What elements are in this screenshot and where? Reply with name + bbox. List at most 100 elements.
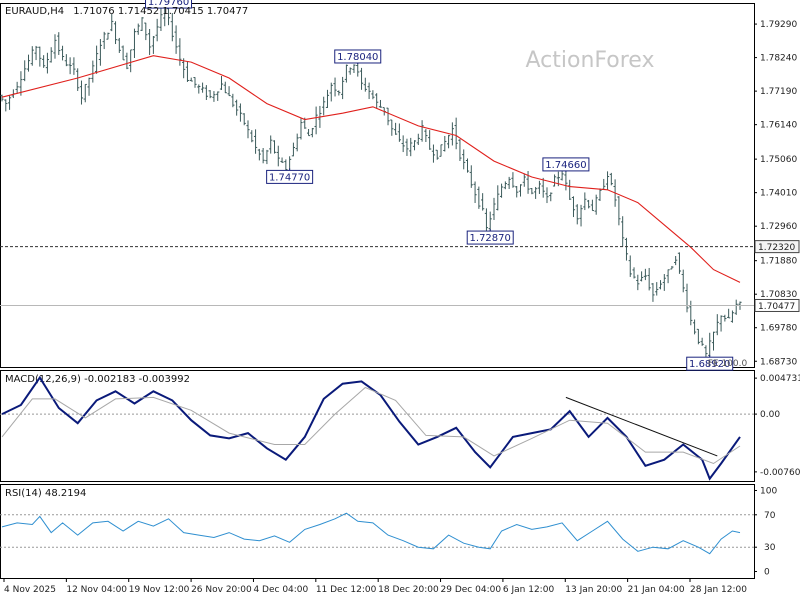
price-bar bbox=[545, 187, 549, 204]
price-bar bbox=[49, 47, 53, 63]
price-bar bbox=[129, 49, 133, 73]
price-bar bbox=[534, 186, 538, 199]
price-bar bbox=[462, 149, 466, 170]
macd-title: MACD(12,26,9) -0.002183 -0.003992 bbox=[5, 374, 190, 385]
price-bar bbox=[223, 81, 227, 94]
price-bar bbox=[439, 144, 443, 157]
price-bar bbox=[394, 122, 398, 135]
price-bar bbox=[416, 133, 420, 145]
price-bar bbox=[246, 120, 250, 139]
price-bar bbox=[174, 25, 178, 54]
swing-label: 1.74660 bbox=[542, 157, 590, 172]
price-bar bbox=[492, 197, 496, 221]
price-bar bbox=[170, 12, 174, 42]
price-bar bbox=[344, 64, 348, 83]
price-bar bbox=[95, 45, 99, 74]
price-bar bbox=[132, 28, 137, 59]
price-bar bbox=[590, 199, 594, 212]
price-bar bbox=[587, 199, 591, 209]
price-bar bbox=[314, 106, 318, 135]
price-bar bbox=[401, 135, 405, 153]
price-bar bbox=[431, 144, 436, 163]
rsi-line bbox=[1, 512, 741, 555]
price-bar bbox=[227, 86, 231, 97]
price-bar bbox=[428, 130, 432, 150]
x-tick-label: 21 Jan 04:00 bbox=[628, 585, 685, 595]
price-bar bbox=[530, 188, 534, 195]
price-bar bbox=[91, 60, 95, 83]
price-bar bbox=[325, 89, 330, 108]
resistance-price-tag bbox=[754, 240, 800, 254]
price-panel-frame bbox=[0, 3, 755, 368]
price-bar bbox=[219, 75, 224, 90]
moving-average-line bbox=[1, 55, 741, 283]
macd-y-tick-label: 0.00 bbox=[760, 410, 780, 420]
price-bar bbox=[605, 171, 610, 190]
price-bar bbox=[231, 93, 235, 108]
price-bar bbox=[7, 95, 12, 110]
price-bar bbox=[102, 31, 106, 50]
price-bar bbox=[511, 172, 515, 188]
price-bar bbox=[257, 148, 261, 161]
price-bar bbox=[371, 90, 375, 100]
price-bar bbox=[719, 315, 723, 332]
price-bar bbox=[98, 39, 102, 66]
price-bar bbox=[477, 186, 481, 209]
price-bar bbox=[700, 337, 704, 346]
price-bar bbox=[681, 269, 685, 293]
price-bar bbox=[106, 32, 110, 40]
price-bar bbox=[628, 255, 632, 277]
price-bar bbox=[522, 173, 526, 187]
x-tick-label: 26 Nov 20:00 bbox=[191, 585, 252, 595]
price-bar bbox=[42, 55, 46, 68]
price-bar bbox=[621, 216, 625, 247]
rsi-title: RSI(14) 48.2194 bbox=[5, 488, 86, 499]
macd-trendline bbox=[565, 396, 718, 457]
price-bar bbox=[454, 117, 458, 150]
price-bar bbox=[651, 283, 655, 302]
price-bar bbox=[390, 119, 394, 136]
macd-panel-frame bbox=[0, 370, 755, 482]
price-bar bbox=[57, 32, 61, 55]
x-tick-label: 29 Dec 04:00 bbox=[441, 585, 502, 595]
price-bar bbox=[723, 314, 727, 322]
price-bar bbox=[412, 140, 417, 151]
rsi-y-tick-label: 100 bbox=[760, 486, 777, 496]
price-y-tick-label: 1.69780 bbox=[760, 324, 797, 334]
price-bar bbox=[458, 139, 462, 161]
swing-label-text: 1.74770 bbox=[269, 172, 310, 183]
price-y-tick-label: 1.77190 bbox=[760, 87, 797, 97]
rsi-y-tick-label: 0 bbox=[764, 568, 770, 578]
price-bar bbox=[583, 192, 587, 211]
price-bar bbox=[333, 77, 337, 97]
price-bar bbox=[235, 99, 239, 116]
price-bar bbox=[23, 60, 27, 82]
swing-label-text: 1.78040 bbox=[337, 52, 378, 63]
price-bar bbox=[87, 77, 91, 96]
price-bar bbox=[322, 96, 326, 116]
ohlc-values: 1.71076 1.71452 1.70415 1.70477 bbox=[73, 6, 248, 17]
swing-label: 1.74770 bbox=[266, 168, 314, 184]
price-bar bbox=[397, 123, 401, 142]
rsi-panel-frame bbox=[0, 484, 755, 579]
price-bar bbox=[624, 237, 629, 261]
resistance-price-tag-text: 1.72320 bbox=[758, 243, 795, 253]
price-bar bbox=[435, 149, 439, 160]
price-bar bbox=[53, 34, 57, 59]
price-bar bbox=[76, 68, 80, 91]
price-bar bbox=[155, 18, 159, 42]
price-bar bbox=[375, 93, 379, 109]
swing-label-box bbox=[334, 49, 382, 64]
price-bar bbox=[337, 90, 341, 96]
price-bar bbox=[424, 129, 428, 143]
swing-label-text: 1.79760 bbox=[148, 0, 189, 8]
price-bar bbox=[670, 265, 674, 270]
price-bar bbox=[658, 280, 663, 290]
x-tick-label: 4 Dec 04:00 bbox=[253, 585, 308, 595]
price-bar bbox=[110, 13, 114, 32]
price-bar bbox=[341, 76, 345, 100]
price-bar bbox=[242, 113, 246, 126]
price-bar bbox=[579, 204, 583, 227]
price-bar bbox=[148, 28, 152, 56]
